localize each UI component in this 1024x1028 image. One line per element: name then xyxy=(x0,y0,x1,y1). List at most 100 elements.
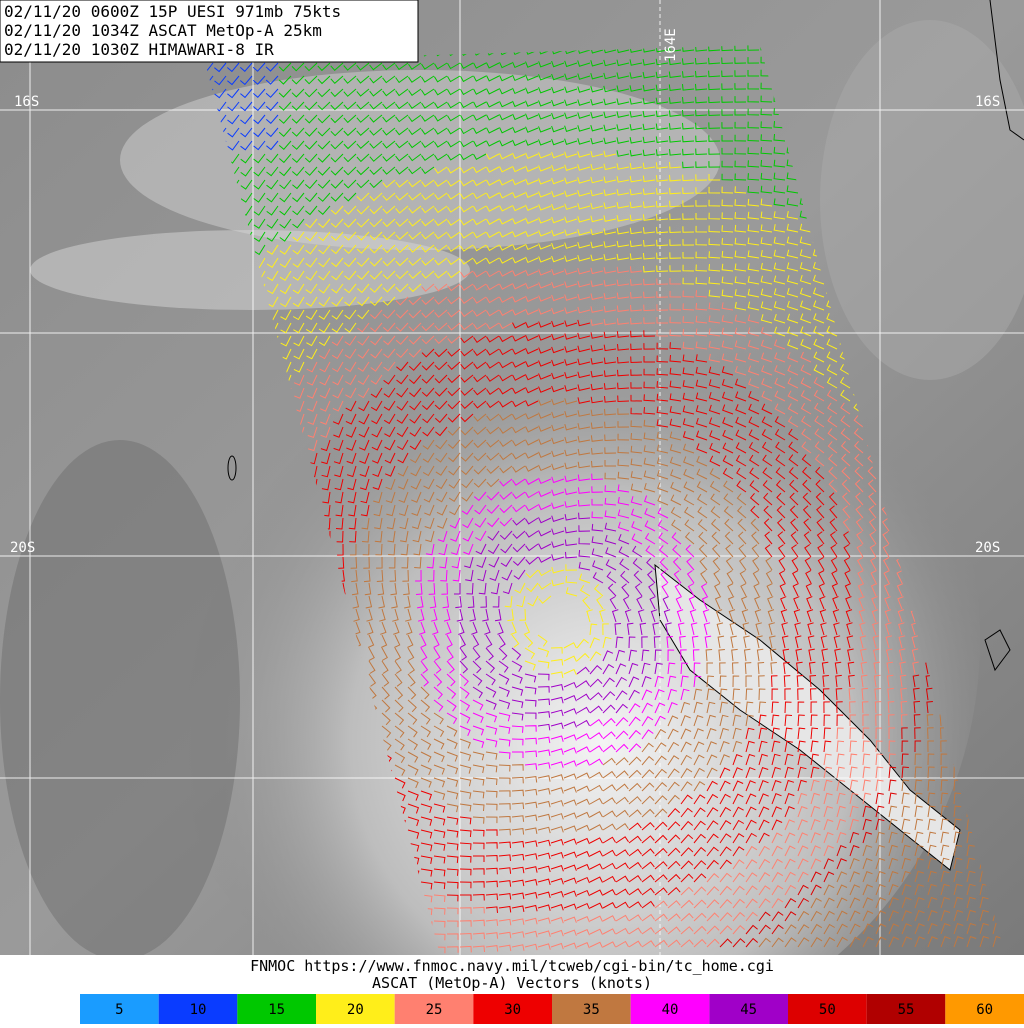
wind-barb xyxy=(576,706,590,714)
wind-barb xyxy=(564,294,578,301)
wind-barb xyxy=(914,831,924,844)
wind-barb xyxy=(292,179,305,190)
wind-barb xyxy=(473,153,487,160)
wind-barb xyxy=(433,829,446,839)
wind-barb xyxy=(486,335,500,343)
wind-barb xyxy=(499,348,513,356)
wind-barb xyxy=(318,309,331,320)
wind-barb xyxy=(603,228,617,235)
wind-barb xyxy=(591,511,604,519)
wind-barb xyxy=(395,140,409,149)
wind-barb xyxy=(446,868,459,876)
wind-barb xyxy=(771,845,783,857)
wind-barb xyxy=(485,842,498,849)
wind-barb xyxy=(914,753,922,766)
wind-barb xyxy=(767,596,774,610)
wind-barb xyxy=(602,731,616,740)
wind-barb xyxy=(537,800,551,808)
wind-barb xyxy=(630,483,643,493)
wind-barb xyxy=(693,741,705,753)
wind-barb xyxy=(875,936,887,948)
wind-barb xyxy=(841,479,851,493)
wind-barb xyxy=(913,700,921,714)
wind-barb xyxy=(473,231,487,239)
wind-barb xyxy=(538,373,552,380)
wind-barb xyxy=(306,374,318,386)
wind-barb xyxy=(589,837,603,844)
wind-barb xyxy=(615,703,628,714)
wind-barb xyxy=(670,494,682,506)
wind-barb xyxy=(758,937,771,948)
wind-barb xyxy=(719,793,731,805)
wind-barb xyxy=(589,941,603,948)
wind-barb xyxy=(714,596,722,610)
wind-barb xyxy=(253,192,266,203)
wind-barb xyxy=(745,727,755,740)
wind-barb xyxy=(407,673,416,687)
wind-barb xyxy=(628,649,637,662)
wind-barb xyxy=(682,264,695,272)
wind-barb xyxy=(822,688,830,701)
wind-barb xyxy=(799,249,812,259)
wind-barb xyxy=(550,735,564,742)
wind-barb xyxy=(611,609,619,623)
wind-barb xyxy=(486,309,500,317)
wind-barb xyxy=(712,557,721,571)
wind-barb xyxy=(774,403,786,415)
wind-barb xyxy=(669,226,682,234)
wind-barb xyxy=(630,292,643,299)
wind-barb xyxy=(641,675,652,688)
wind-barb xyxy=(836,714,844,727)
wind-barb xyxy=(550,787,564,794)
wind-barb xyxy=(682,71,695,78)
wind-barb xyxy=(524,647,536,660)
wind-barb xyxy=(927,883,938,896)
wind-barb xyxy=(797,924,810,935)
wind-barb xyxy=(758,845,770,857)
wind-barb xyxy=(446,673,456,687)
wind-barb xyxy=(774,428,786,441)
wind-barb xyxy=(408,140,422,149)
wind-barb xyxy=(708,417,721,428)
wind-barb xyxy=(343,114,357,124)
wind-barb xyxy=(343,75,357,84)
wind-barb xyxy=(499,127,513,134)
wind-barb xyxy=(512,191,526,199)
wind-barb xyxy=(725,544,734,558)
wind-barb xyxy=(407,660,415,674)
wind-barb xyxy=(332,361,344,373)
wind-barb xyxy=(682,328,695,337)
wind-barb xyxy=(293,348,305,360)
wind-barb xyxy=(551,437,565,445)
wind-barb xyxy=(667,886,681,896)
wind-barb xyxy=(304,114,318,124)
wind-barb xyxy=(722,455,734,467)
wind-barb xyxy=(564,177,578,185)
wind-barb xyxy=(940,779,948,792)
scale-swatch xyxy=(866,994,946,1024)
wind-barb xyxy=(320,439,331,452)
wind-barb xyxy=(499,218,513,225)
wind-barb xyxy=(590,319,604,326)
lon-label: 164E xyxy=(663,28,679,62)
wind-barb xyxy=(345,426,357,438)
wind-barb xyxy=(792,570,799,584)
wind-barb xyxy=(459,855,472,863)
wind-barb xyxy=(654,913,668,922)
wind-barb xyxy=(524,930,538,938)
wind-barb xyxy=(810,740,819,753)
wind-barb xyxy=(821,661,829,675)
wind-barb xyxy=(421,296,435,306)
wind-barb xyxy=(667,939,681,948)
wind-barb xyxy=(615,940,629,948)
wind-barb xyxy=(472,179,487,187)
wind-barb xyxy=(862,897,874,909)
wind-barb xyxy=(641,689,653,701)
wind-barb xyxy=(577,60,591,67)
wind-barb xyxy=(670,507,682,519)
wind-barb xyxy=(682,443,695,454)
wind-barb xyxy=(266,257,279,268)
wind-barb xyxy=(383,400,396,411)
wind-barb xyxy=(459,932,472,940)
wind-barb xyxy=(564,60,578,68)
